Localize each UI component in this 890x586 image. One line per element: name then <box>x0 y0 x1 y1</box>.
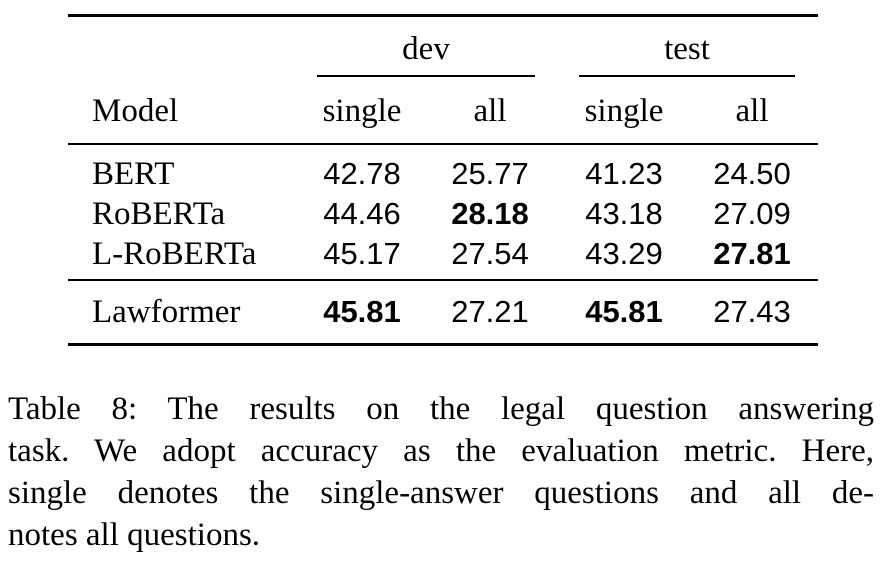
dev-single-cell-best: 45.81 <box>323 294 401 329</box>
test-single-cell: 41.23 <box>585 156 663 191</box>
model-name-cell: Lawformer <box>92 294 241 330</box>
caption-line: Table 8: The results on the legal questi… <box>8 391 874 427</box>
test-single-cell: 43.18 <box>585 196 663 231</box>
model-column-header: Model <box>92 93 179 129</box>
dev-all-cell: 25.77 <box>451 156 529 191</box>
model-name-cell: RoBERTa <box>92 196 226 232</box>
dev-single-cell: 42.78 <box>323 156 401 191</box>
test-group-rule <box>579 75 795 77</box>
dev-group-header: dev <box>402 31 450 67</box>
test-group-header: test <box>664 31 710 67</box>
header-bottom-rule <box>68 143 818 145</box>
test-all-cell: 27.43 <box>713 294 791 329</box>
test-all-cell: 27.09 <box>713 196 791 231</box>
model-name-cell: BERT <box>92 156 175 192</box>
test-all-cell: 24.50 <box>713 156 791 191</box>
dev-single-column-header: single <box>322 93 402 129</box>
lawformer-separator-rule <box>68 279 818 281</box>
table-top-rule <box>68 14 818 17</box>
model-name-cell: L-RoBERTa <box>92 236 257 272</box>
test-all-cell-best: 27.81 <box>713 236 791 271</box>
dev-single-cell: 44.46 <box>323 196 401 231</box>
dev-all-cell-best: 28.18 <box>451 196 529 231</box>
caption-line: single denotes the single-answer questio… <box>8 475 874 511</box>
dev-all-column-header: all <box>473 93 507 129</box>
dev-all-cell: 27.21 <box>451 294 529 329</box>
dev-group-rule <box>317 75 535 77</box>
table-caption: Table 8: The results on the legal questi… <box>8 388 874 556</box>
test-single-cell-best: 45.81 <box>585 294 663 329</box>
caption-line: task. We adopt accuracy as the evaluatio… <box>8 433 874 469</box>
dev-all-cell: 27.54 <box>451 236 529 271</box>
test-single-column-header: single <box>584 93 664 129</box>
test-all-column-header: all <box>735 93 769 129</box>
test-single-cell: 43.29 <box>585 236 663 271</box>
dev-single-cell: 45.17 <box>323 236 401 271</box>
table-bottom-rule <box>68 343 818 346</box>
caption-line: notes all questions. <box>8 517 261 553</box>
